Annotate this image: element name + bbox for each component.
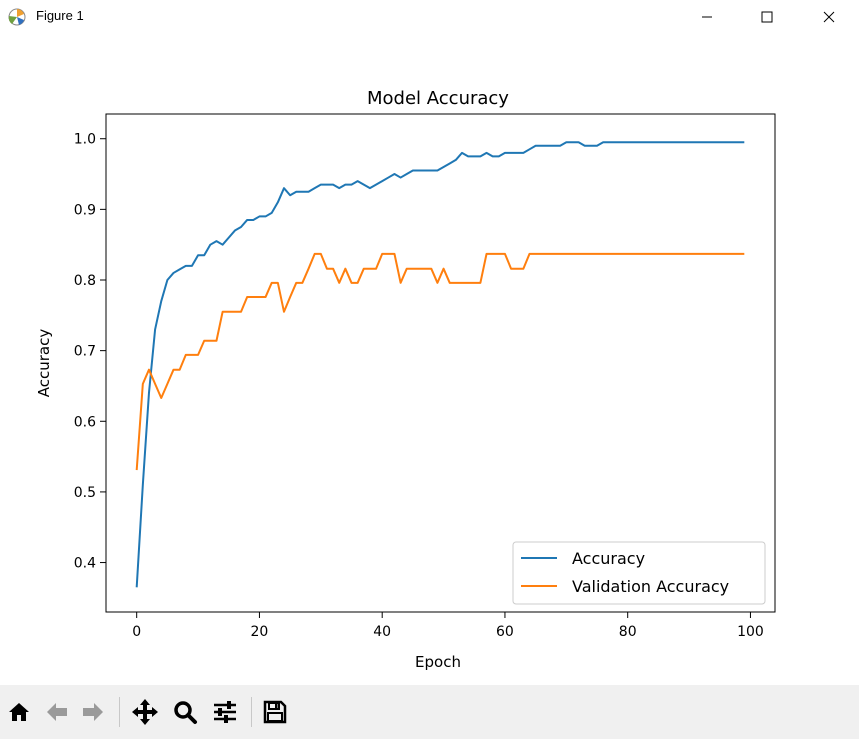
toolbar-separator <box>251 697 252 727</box>
pan-icon <box>132 699 158 725</box>
accuracy-chart: Model Accuracy 0 20 40 60 80 100 0.4 0.5 0.6 0.7… <box>35 88 776 671</box>
toolbar-separator <box>119 697 120 727</box>
x-axis: 0 20 40 60 80 100 <box>132 612 764 640</box>
minimize-button[interactable] <box>684 0 730 34</box>
back-button[interactable] <box>42 697 72 727</box>
pan-button[interactable] <box>130 697 160 727</box>
legend-label-validation: Validation Accuracy <box>572 577 729 596</box>
maximize-button[interactable] <box>744 0 790 34</box>
y-axis: 0.4 0.5 0.6 0.7 0.8 0.9 1.0 <box>74 132 106 572</box>
configure-subplots-button[interactable] <box>210 697 240 727</box>
forward-button[interactable] <box>78 697 108 727</box>
navigation-toolbar <box>0 685 859 739</box>
save-button[interactable] <box>260 697 290 727</box>
x-tick-label: 40 <box>373 624 391 640</box>
series-line-validation-accuracy <box>135 252 745 471</box>
save-icon <box>263 700 287 724</box>
zoom-icon <box>174 701 197 724</box>
figure-canvas[interactable]: Model Accuracy 0 20 40 60 80 100 0.4 0.5 0.6 0.7… <box>0 34 859 685</box>
matplotlib-app-icon <box>7 7 27 27</box>
y-tick-label: 0.7 <box>74 344 96 360</box>
y-tick-label: 0.5 <box>74 485 96 501</box>
close-button[interactable] <box>806 0 852 34</box>
back-arrow-icon <box>47 703 67 721</box>
legend: Accuracy Validation Accuracy <box>512 541 766 605</box>
x-tick-label: 20 <box>251 624 269 640</box>
home-button[interactable] <box>4 697 34 727</box>
x-tick-label: 0 <box>132 624 141 640</box>
series-layer <box>135 141 745 588</box>
configure-subplots-icon <box>214 701 236 723</box>
y-tick-label: 0.8 <box>74 273 96 289</box>
zoom-button[interactable] <box>170 697 200 727</box>
legend-box <box>512 541 766 605</box>
window-titlebar: Figure 1 <box>0 0 859 34</box>
window-title: Figure 1 <box>36 8 84 23</box>
forward-arrow-icon <box>83 703 103 721</box>
home-icon <box>9 703 29 721</box>
chart-title: Model Accuracy <box>367 88 509 109</box>
y-axis-label: Accuracy <box>35 329 53 398</box>
legend-label-accuracy: Accuracy <box>572 549 645 568</box>
y-tick-label: 0.6 <box>74 414 96 430</box>
x-tick-label: 60 <box>496 624 514 640</box>
x-axis-label: Epoch <box>415 653 461 671</box>
y-tick-label: 0.4 <box>74 556 96 572</box>
y-tick-label: 1.0 <box>74 132 96 148</box>
series-line-accuracy <box>135 141 745 588</box>
plot-area-frame <box>105 113 776 613</box>
y-tick-label: 0.9 <box>74 202 96 218</box>
x-tick-label: 80 <box>619 624 637 640</box>
x-tick-label: 100 <box>737 624 764 640</box>
